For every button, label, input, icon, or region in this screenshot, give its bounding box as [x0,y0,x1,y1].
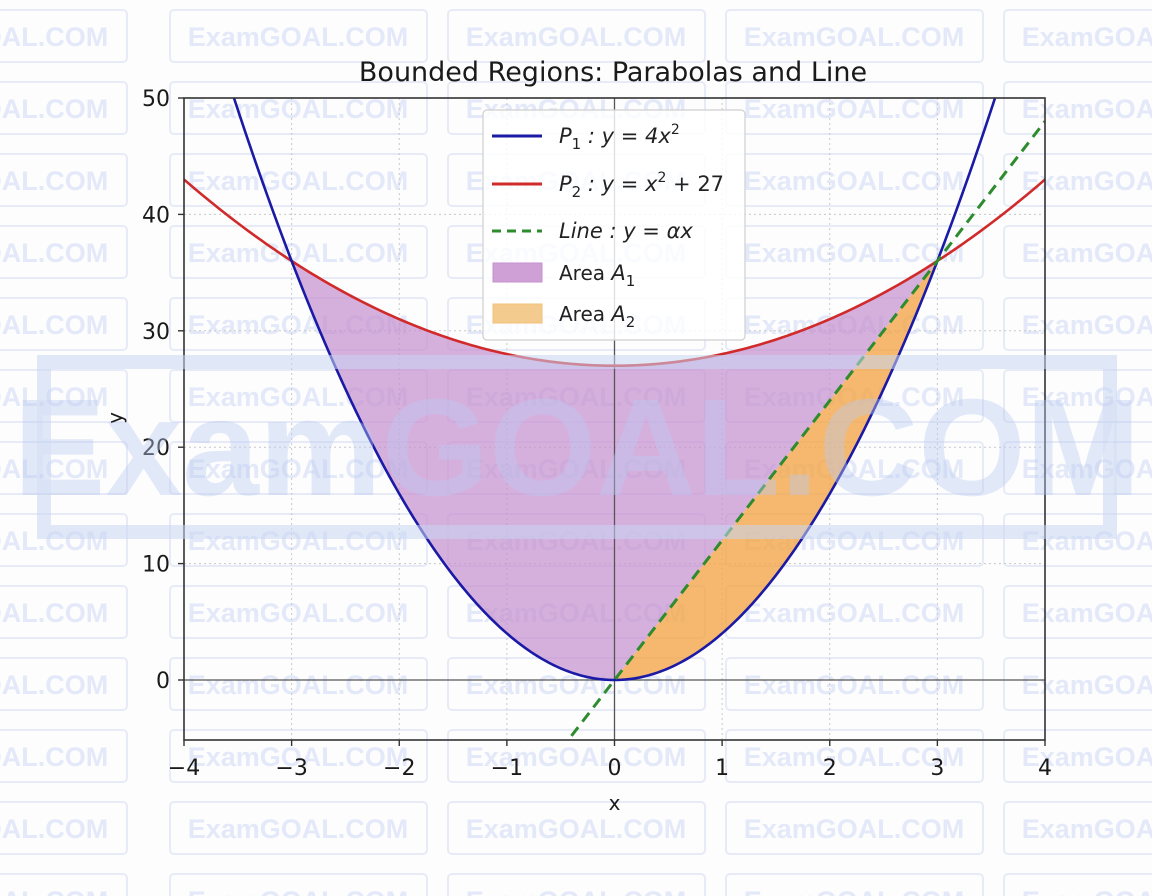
legend-item: Area A1 [492,261,635,290]
y-tick-label: 0 [156,669,170,694]
legend-label: P1 : y = 4x2 [559,122,680,153]
y-axis-label: y [103,412,127,424]
y-tick-label: 50 [142,87,170,112]
legend-item: Line : y = αx [492,219,693,243]
x-tick-label: −4 [168,756,200,781]
p1-curve [232,98,997,682]
y-tick-label: 20 [142,436,170,461]
legend-label: P2 : y = x2 + 27 [559,170,724,201]
y-tick-label: 30 [142,320,170,345]
x-tick-label: 2 [823,756,837,781]
y-axis: 0 10 20 30 40 50 [142,87,184,694]
alpha-line [570,120,1045,737]
svg-text:ExamGOAL.COM: ExamGOAL.COM [13,371,1140,525]
legend-label: Line : y = αx [559,219,693,243]
legend-label: Area A1 [559,261,635,290]
x-tick-label: 3 [930,756,944,781]
x-tick-label: −1 [491,756,523,781]
x-tick-label: −3 [275,756,307,781]
legend-item: Area A2 [492,302,635,331]
y-tick-label: 40 [142,203,170,228]
legend-item: P2 : y = x2 + 27 [492,170,724,201]
x-axis-label: x [609,791,621,815]
y-tick-label: 10 [142,553,170,578]
legend: P1 : y = 4x2 P2 : y = x2 + 27 Line : y = α… [482,109,746,341]
legend-label: Area A2 [559,302,635,331]
watermark-banner: ExamGOAL.COM [13,355,1141,539]
x-tick-label: 0 [608,756,622,781]
x-tick-label: 1 [715,756,729,781]
x-tick-label: −2 [383,756,415,781]
x-axis: −4 −3 −2 −1 0 1 2 3 4 [168,740,1052,781]
x-tick-label: 4 [1038,756,1052,781]
legend-item: P1 : y = 4x2 [492,122,680,153]
chart-title: Bounded Regions: Parabolas and Line [359,57,867,88]
